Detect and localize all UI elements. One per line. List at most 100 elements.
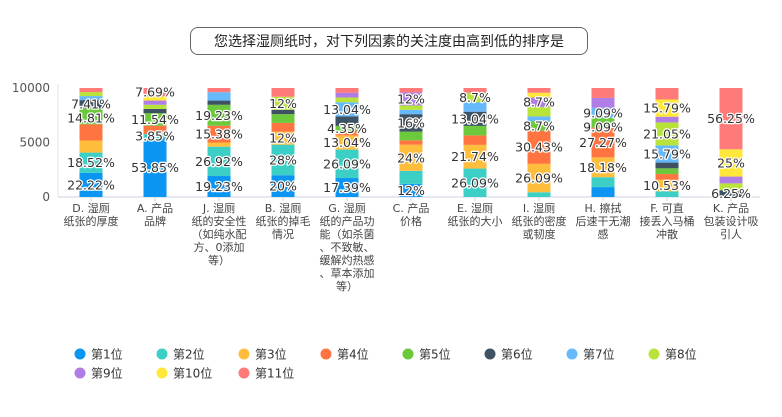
bar-segment — [79, 100, 103, 109]
data-label: 7.41% — [71, 97, 111, 112]
x-tick-label: D. 湿厕纸张的厚度 — [64, 202, 119, 228]
bar-segment — [207, 142, 231, 147]
data-label: 12% — [269, 131, 297, 146]
y-tick-label: 5000 — [19, 136, 50, 150]
bar-segment — [655, 122, 679, 146]
data-label: 9.09% — [583, 105, 623, 120]
data-label: 12% — [397, 91, 425, 106]
bar-segment — [591, 177, 615, 188]
bar-segment — [335, 97, 359, 103]
bar-segment — [335, 149, 359, 179]
bar-segment — [655, 145, 679, 163]
x-tick-label: F. 可直接丢入马桶冲散 — [640, 201, 695, 241]
bar-segment — [335, 125, 359, 131]
bar-segment — [79, 92, 103, 97]
bar-segment — [527, 92, 551, 98]
bar-segment — [719, 183, 743, 191]
data-label: 15.79% — [643, 146, 691, 161]
legend-marker — [238, 367, 250, 379]
bar-segment — [79, 96, 103, 101]
bar-segment — [463, 102, 487, 112]
bar-segment — [463, 92, 487, 103]
legend-marker — [320, 348, 332, 360]
bar-segment — [271, 88, 295, 97]
data-label: 22.22% — [67, 177, 115, 192]
bar-segment — [143, 138, 167, 197]
legend-label: 第3位 — [255, 347, 287, 362]
bar-segment — [399, 140, 423, 145]
bar-segment — [399, 92, 423, 106]
data-label: 14.81% — [67, 111, 115, 126]
bar-segment — [655, 88, 679, 100]
data-label: 8.7% — [523, 118, 555, 133]
bar-segment — [143, 100, 167, 105]
data-label: 26.09% — [451, 175, 499, 190]
legend-marker — [402, 348, 414, 360]
bar-segment — [719, 190, 743, 197]
bar-segment — [527, 106, 551, 117]
bar-segment — [399, 114, 423, 132]
data-label: 17.39% — [323, 180, 371, 195]
legend-label: 第8位 — [665, 347, 697, 362]
legend-label: 第9位 — [91, 366, 123, 381]
bar-segment — [143, 104, 167, 109]
bar-segment — [335, 135, 359, 150]
legend-label: 第2位 — [173, 347, 205, 362]
bar-segment — [335, 92, 359, 98]
data-label: 24% — [397, 150, 425, 165]
legend-label: 第6位 — [501, 347, 533, 362]
legend-marker — [74, 367, 86, 379]
bar-segment — [143, 125, 167, 135]
bar-segment — [591, 157, 615, 178]
bar-segment — [655, 191, 679, 197]
bar-segment — [655, 174, 679, 180]
bar-segment — [271, 96, 295, 110]
bar-segment — [719, 176, 743, 184]
bar-segment — [271, 144, 295, 176]
bar-segment — [655, 179, 679, 192]
data-label: 26.09% — [323, 156, 371, 171]
data-label: 12% — [397, 183, 425, 198]
data-label: 53.85% — [131, 160, 179, 175]
legend-label: 第11位 — [255, 366, 294, 381]
data-label: 26.92% — [195, 154, 243, 169]
data-label: 27.27% — [579, 135, 627, 150]
x-tick-label: A. 产品品牌 — [137, 201, 173, 228]
data-label: 30.43% — [515, 140, 563, 155]
legend-label: 第7位 — [583, 347, 615, 362]
bar-segment — [335, 130, 359, 136]
bar-segment — [655, 168, 679, 175]
data-label: 19.23% — [195, 179, 243, 194]
bar-segment — [335, 87, 359, 93]
bar-segment — [719, 88, 743, 150]
bar-segment — [143, 87, 167, 97]
legend-marker — [566, 348, 578, 360]
bar-segment — [143, 96, 167, 101]
chart-title: 您选择湿厕纸时，对下列因素的关注度由高到低的排序是 — [190, 27, 588, 55]
data-label: 10.53% — [643, 178, 691, 193]
bar-segment — [399, 88, 423, 93]
data-label: 56.25% — [707, 111, 755, 126]
bar-segment — [463, 144, 487, 169]
legend-label: 第4位 — [337, 347, 369, 362]
data-label: 21.05% — [643, 126, 691, 141]
data-label: 11.54% — [131, 112, 179, 127]
data-label: 13.04% — [323, 135, 371, 150]
legend-marker — [156, 367, 168, 379]
bar-segment — [79, 124, 103, 141]
bar-segment — [207, 176, 231, 197]
bar-segment — [591, 117, 615, 128]
bar-segment — [527, 192, 551, 197]
legend-marker — [648, 348, 660, 360]
bar-segment — [527, 163, 551, 193]
data-label: 9.09% — [583, 119, 623, 134]
x-tick-label: K. 产品包装设计吸引人 — [704, 201, 759, 241]
bar-segment — [207, 100, 231, 105]
bar-segment — [79, 152, 103, 173]
data-label: 3.85% — [135, 129, 175, 144]
bar-segment — [207, 92, 231, 101]
bar-segment — [79, 172, 103, 197]
data-label: 19.23% — [195, 108, 243, 123]
bar-segment — [207, 88, 231, 93]
legend-marker — [156, 348, 168, 360]
